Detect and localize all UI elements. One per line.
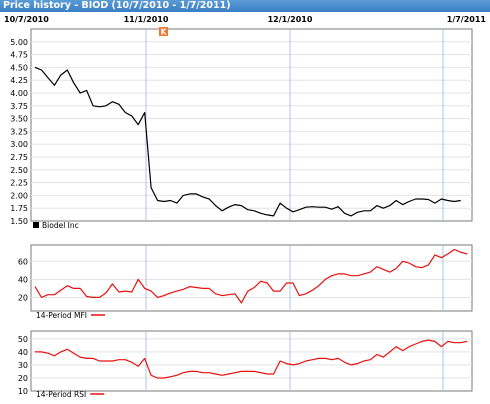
price-y-tick-label: 4.25 xyxy=(10,76,28,85)
rsi-y-tick-label: 50 xyxy=(18,335,28,344)
price-legend-label: Biodel Inc xyxy=(42,221,79,230)
price-y-tick-label: 3.00 xyxy=(10,140,28,149)
price-y-tick-label: 4.00 xyxy=(10,89,28,98)
rsi-panel-frame xyxy=(30,330,473,392)
title-bar: Price history - BIOD (10/7/2010 - 1/7/20… xyxy=(0,0,490,12)
price-y-tick-label: 2.00 xyxy=(10,191,28,200)
event-marker-label: K xyxy=(161,28,168,37)
price-series-line xyxy=(34,66,461,217)
price-y-tick-label: 3.75 xyxy=(10,102,28,111)
price-y-tick-label: 4.50 xyxy=(10,63,28,72)
price-y-tick-label: 2.25 xyxy=(10,179,28,188)
rsi-y-tick-label: 20 xyxy=(18,374,28,383)
x-date-label: 12/1/2010 xyxy=(268,15,313,24)
rsi-legend-label: 14-Period RSI xyxy=(36,390,86,399)
rsi-series-line xyxy=(35,339,468,379)
x-date-label: 11/1/2010 xyxy=(124,15,169,24)
price-y-tick-label: 2.50 xyxy=(10,166,28,175)
mfi-y-tick-label: 40 xyxy=(18,275,28,284)
x-date-label: 10/7/2010 xyxy=(4,15,49,24)
price-y-tick-label: 2.75 xyxy=(10,153,28,162)
mfi-y-tick-label: 20 xyxy=(18,293,28,302)
chart-window-title: Price history - BIOD (10/7/2010 - 1/7/20… xyxy=(3,0,231,11)
price-y-tick-label: 5.00 xyxy=(10,38,28,47)
x-date-label: 1/7/2011 xyxy=(447,15,487,24)
price-y-tick-label: 4.75 xyxy=(10,51,28,60)
price-y-tick-label: 3.25 xyxy=(10,127,28,136)
event-marker-box xyxy=(159,27,168,36)
price-y-tick-label: 3.50 xyxy=(10,115,28,124)
mfi-panel-frame xyxy=(30,244,473,312)
mfi-legend-label: 14-Period MFI xyxy=(36,311,87,320)
rsi-y-tick-label: 10 xyxy=(18,387,28,396)
price-y-tick-label: 1.50 xyxy=(10,217,28,226)
price-y-tick-label: 1.75 xyxy=(10,204,28,213)
mfi-series-line xyxy=(34,248,468,304)
price-legend-swatch xyxy=(33,222,39,228)
rsi-y-tick-label: 30 xyxy=(18,361,28,370)
price-panel-frame xyxy=(30,28,473,222)
mfi-y-tick-label: 60 xyxy=(18,257,28,266)
rsi-y-tick-label: 40 xyxy=(18,348,28,357)
